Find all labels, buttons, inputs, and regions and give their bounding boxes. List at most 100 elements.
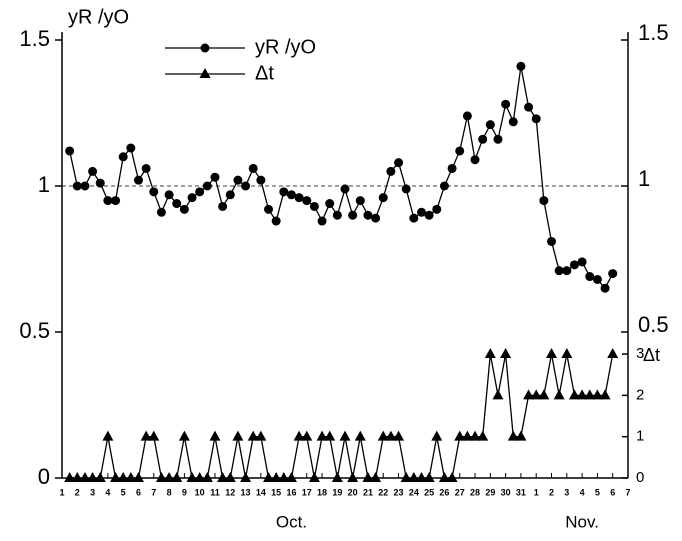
y2-tick-label: 1: [636, 428, 644, 445]
x-tick-label: 7: [625, 487, 630, 497]
legend-marker: [200, 43, 210, 53]
data-point: [195, 187, 205, 197]
x-tick-label: 29: [485, 487, 495, 497]
x-tick-label: 3: [90, 487, 95, 497]
x-group-label: Oct.: [276, 512, 307, 531]
data-point: [279, 187, 289, 197]
data-point: [569, 260, 579, 270]
data-point: [325, 199, 335, 209]
data-point: [271, 216, 281, 226]
data-point: [194, 472, 206, 482]
y-tick-label: 1.5: [638, 20, 669, 45]
data-point: [240, 472, 252, 482]
data-point: [72, 181, 82, 191]
data-point: [148, 430, 160, 441]
data-point: [553, 389, 565, 400]
data-point: [133, 175, 143, 185]
data-point: [446, 472, 458, 482]
data-point: [355, 196, 365, 206]
y2-tick-label: 0: [636, 469, 644, 486]
data-point: [110, 472, 122, 482]
x-tick-label: 6: [136, 487, 141, 497]
data-point: [171, 472, 183, 482]
y2-tick-label: 2: [636, 386, 644, 403]
x-tick-label: 19: [332, 487, 342, 497]
data-point: [348, 210, 358, 220]
data-point: [409, 213, 419, 223]
data-point: [88, 166, 98, 176]
data-point: [546, 348, 558, 359]
data-point: [455, 146, 465, 156]
x-tick-label: 26: [439, 487, 449, 497]
data-point: [285, 472, 297, 482]
data-point: [141, 163, 151, 173]
data-point: [248, 163, 258, 173]
data-point: [424, 210, 434, 220]
data-point: [65, 146, 75, 156]
x-tick-label: 30: [501, 487, 511, 497]
data-point: [530, 389, 542, 400]
data-point: [263, 472, 275, 482]
data-point: [186, 472, 198, 482]
y-tick-label: 0.5: [638, 312, 669, 337]
data-point: [64, 472, 76, 482]
data-point: [370, 472, 382, 482]
data-point: [554, 266, 564, 276]
x-tick-label: 11: [210, 487, 220, 497]
data-point: [415, 472, 427, 482]
data-point: [71, 472, 83, 482]
data-point: [187, 193, 197, 203]
data-point: [233, 175, 243, 185]
data-point: [386, 166, 396, 176]
data-point: [592, 274, 602, 284]
data-point: [516, 61, 526, 71]
data-point: [102, 430, 114, 441]
data-point: [531, 114, 541, 124]
data-point: [225, 190, 235, 200]
x-tick-label: 28: [470, 487, 480, 497]
data-point: [363, 210, 373, 220]
data-point: [293, 430, 305, 441]
data-point: [485, 120, 495, 130]
data-point: [547, 236, 557, 246]
data-point: [394, 158, 404, 168]
data-point: [224, 472, 236, 482]
data-point: [378, 193, 388, 203]
data-point: [309, 201, 319, 211]
data-point: [470, 155, 480, 165]
data-point: [79, 472, 91, 482]
x-tick-label: 17: [302, 487, 312, 497]
x-tick-label: 22: [378, 487, 388, 497]
data-point: [324, 430, 336, 441]
x-tick-label: 21: [363, 487, 373, 497]
series-line: [69, 353, 614, 479]
data-point: [347, 472, 359, 482]
data-point: [111, 196, 121, 206]
data-point: [477, 430, 489, 441]
data-point: [179, 204, 189, 214]
data-point: [515, 430, 527, 441]
data-point: [294, 193, 304, 203]
y2-tick-label: 3: [636, 345, 644, 362]
data-point: [507, 430, 519, 441]
data-point: [286, 190, 296, 200]
x-tick-label: 23: [394, 487, 404, 497]
data-point: [377, 430, 389, 441]
data-point: [539, 196, 549, 206]
legend-label: yR /yO: [255, 36, 316, 58]
x-group-label: Nov.: [565, 512, 599, 531]
x-tick-label: 8: [167, 487, 172, 497]
y-tick-label: 1: [638, 166, 650, 191]
data-point: [210, 172, 220, 182]
data-point: [256, 175, 266, 185]
data-point: [423, 472, 435, 482]
data-point: [247, 430, 259, 441]
data-point: [155, 472, 167, 482]
x-tick-label: 16: [286, 487, 296, 497]
data-point: [178, 430, 190, 441]
data-point: [447, 163, 457, 173]
x-tick-label: 12: [225, 487, 235, 497]
data-point: [400, 472, 412, 482]
x-tick-label: 20: [348, 487, 358, 497]
